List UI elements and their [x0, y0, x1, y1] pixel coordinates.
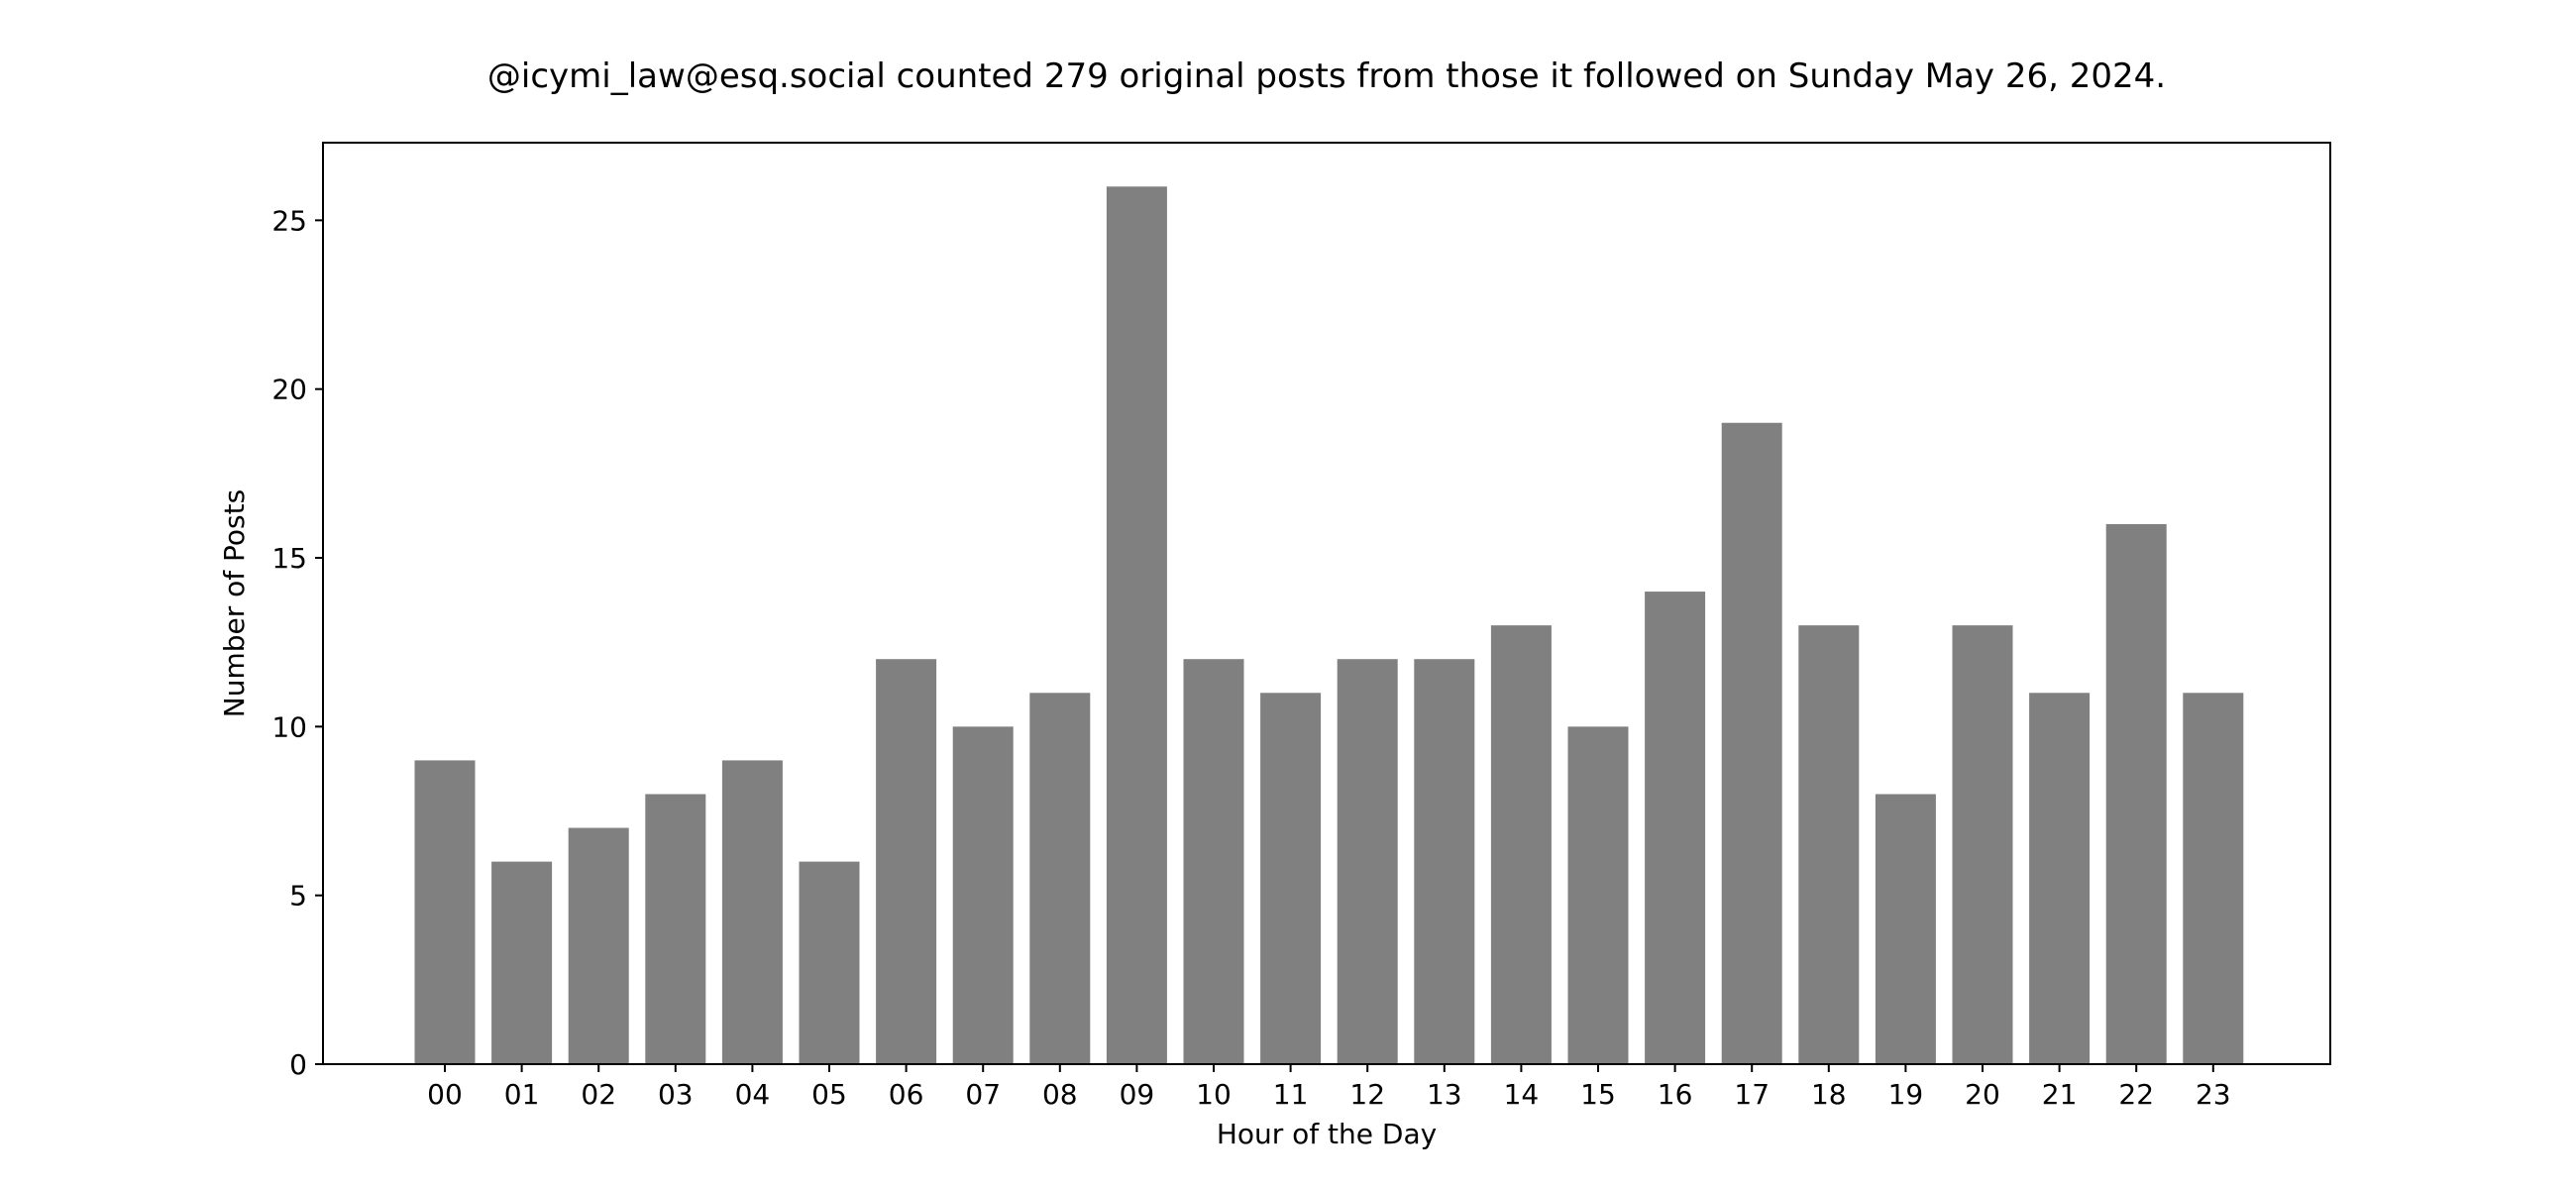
y-tick-label-5: 5 [289, 880, 307, 913]
y-tick-label-0: 0 [289, 1048, 307, 1081]
x-axis-label: Hour of the Day [1217, 1118, 1437, 1150]
bar-hour-19 [1875, 794, 1936, 1064]
bar-hour-00 [414, 760, 476, 1064]
bar-hour-22 [2105, 523, 2167, 1064]
x-tick-label-18: 18 [1811, 1078, 1847, 1111]
x-tick-label-13: 13 [1427, 1078, 1462, 1111]
x-tick-label-14: 14 [1504, 1078, 1540, 1111]
x-tick-label-23: 23 [2196, 1078, 2231, 1111]
x-tick-label-20: 20 [1965, 1078, 2000, 1111]
bar-hour-17 [1721, 422, 1782, 1064]
bar-hour-13 [1414, 659, 1475, 1064]
x-tick-label-09: 09 [1120, 1078, 1155, 1111]
x-tick-label-15: 15 [1580, 1078, 1616, 1111]
bar-hour-14 [1490, 625, 1552, 1064]
bar-hour-08 [1029, 693, 1091, 1064]
x-tick-label-19: 19 [1888, 1078, 1924, 1111]
y-axis: 0 5 10 15 20 25 [271, 204, 323, 1081]
x-tick-label-16: 16 [1658, 1078, 1693, 1111]
x-tick-label-10: 10 [1196, 1078, 1232, 1111]
bar-hour-05 [799, 861, 860, 1064]
bar-hour-02 [568, 827, 629, 1064]
x-axis: 00 01 02 03 04 05 06 07 08 09 10 11 12 13 14 15 16 17 18 19… [427, 1064, 2231, 1111]
bar-hour-21 [2029, 693, 2091, 1064]
y-tick-label-25: 25 [271, 204, 307, 237]
x-tick-label-04: 04 [735, 1078, 771, 1111]
x-tick-label-05: 05 [811, 1078, 847, 1111]
x-tick-label-03: 03 [658, 1078, 694, 1111]
y-axis-label: Number of Posts [218, 489, 251, 717]
x-tick-label-12: 12 [1349, 1078, 1385, 1111]
x-tick-label-00: 00 [427, 1078, 463, 1111]
x-tick-label-02: 02 [581, 1078, 616, 1111]
x-tick-label-01: 01 [504, 1078, 540, 1111]
chart-title: @icymi_law@esq.social counted 279 origin… [487, 56, 2166, 96]
bar-hour-12 [1337, 659, 1398, 1064]
bar-hour-18 [1798, 625, 1860, 1064]
y-tick-label-15: 15 [271, 542, 307, 575]
x-tick-label-08: 08 [1042, 1078, 1078, 1111]
x-tick-label-07: 07 [965, 1078, 1001, 1111]
bar-hour-09 [1106, 186, 1167, 1065]
x-tick-label-11: 11 [1273, 1078, 1309, 1111]
y-tick-label-10: 10 [271, 710, 307, 743]
bar-hour-20 [1952, 625, 2013, 1064]
bar-hour-06 [876, 659, 937, 1064]
bar-hour-11 [1260, 693, 1322, 1064]
plot-frame [322, 142, 2331, 1065]
bar-hour-04 [721, 760, 783, 1064]
bar-hour-01 [491, 861, 553, 1064]
x-tick-label-17: 17 [1734, 1078, 1770, 1111]
bar-hour-03 [645, 794, 706, 1064]
bar-hour-07 [952, 726, 1014, 1064]
bars-layer [414, 186, 2244, 1065]
x-tick-label-22: 22 [2118, 1078, 2154, 1111]
bar-hour-23 [2183, 693, 2244, 1064]
bar-hour-16 [1645, 592, 1706, 1064]
bar-hour-15 [1567, 726, 1629, 1064]
x-tick-label-06: 06 [889, 1078, 924, 1111]
bar-hour-10 [1183, 659, 1244, 1064]
y-tick-label-20: 20 [271, 374, 307, 406]
x-tick-label-21: 21 [2042, 1078, 2078, 1111]
